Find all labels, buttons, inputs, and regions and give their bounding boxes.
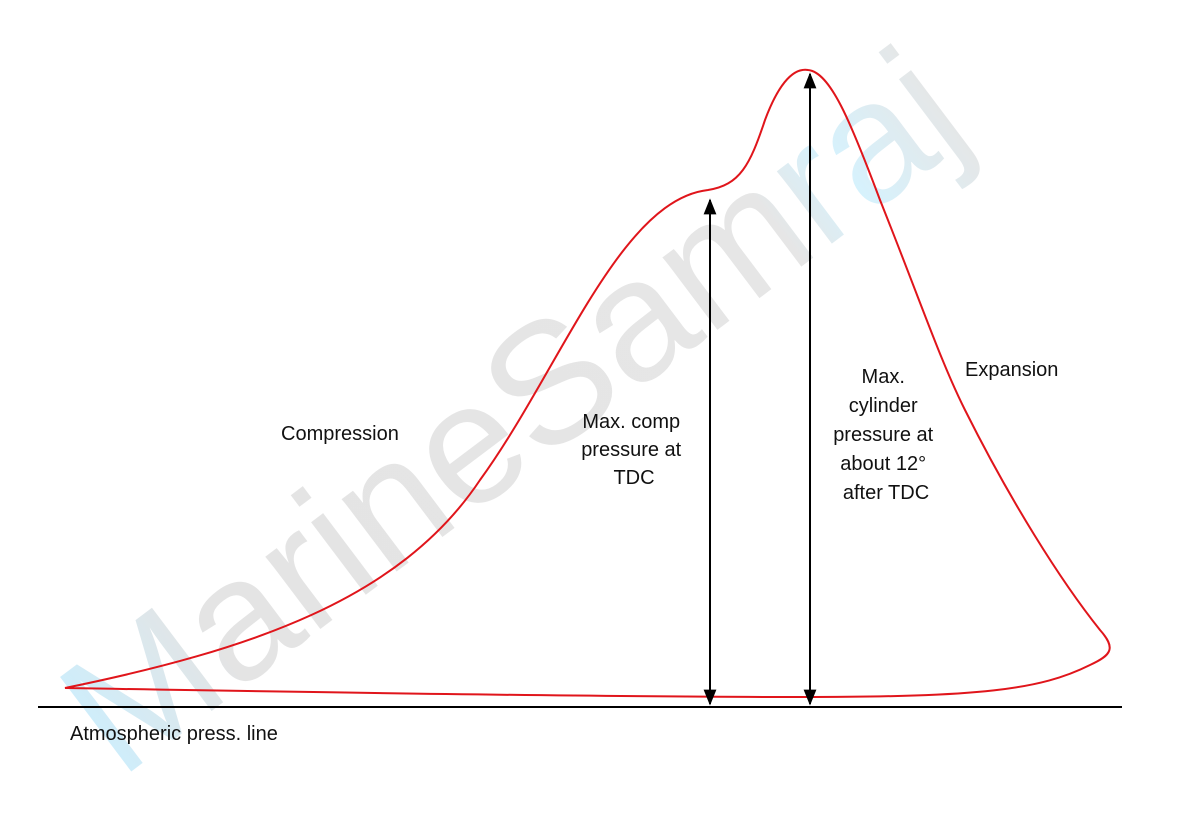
atmospheric-label: Atmospheric press. line: [70, 723, 278, 745]
expansion-label: Expansion: [965, 359, 1058, 381]
pressure-curve: [64, 68, 1111, 699]
compression-label: Compression: [281, 423, 399, 445]
label-line: about 12°: [840, 453, 926, 475]
label-line: pressure at: [581, 439, 681, 461]
max-comp-label: Max. comp pressure at TDC: [581, 411, 687, 489]
max-cylinder-label: Max. cylinder pressure at about 12° afte…: [833, 366, 939, 504]
label-line: pressure at: [833, 424, 933, 446]
label-line: after TDC: [843, 482, 929, 504]
label-line: Max. comp: [582, 411, 680, 433]
label-line: Max.: [862, 366, 905, 388]
label-line: TDC: [613, 467, 654, 489]
label-line: cylinder: [849, 395, 918, 417]
